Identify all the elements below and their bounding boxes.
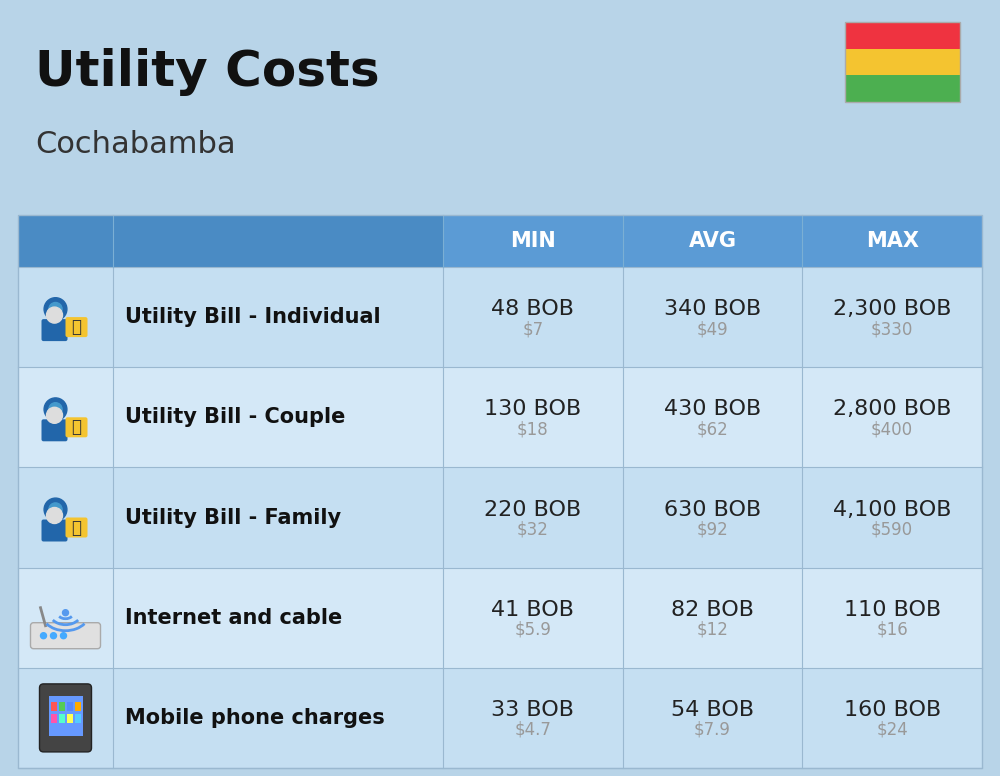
Text: 82 BOB: 82 BOB xyxy=(671,600,754,620)
Text: ⎓: ⎓ xyxy=(72,418,82,436)
Bar xyxy=(18,215,982,267)
Text: $330: $330 xyxy=(871,320,913,338)
Bar xyxy=(18,467,982,567)
Bar xyxy=(50,714,56,723)
Bar xyxy=(18,267,982,367)
Bar xyxy=(18,367,982,467)
Bar xyxy=(845,22,960,102)
FancyBboxPatch shape xyxy=(40,684,92,752)
Text: 130 BOB: 130 BOB xyxy=(484,400,581,419)
Circle shape xyxy=(49,403,62,416)
FancyBboxPatch shape xyxy=(66,317,88,337)
FancyBboxPatch shape xyxy=(42,319,68,341)
Text: $12: $12 xyxy=(697,621,728,639)
Text: 41 BOB: 41 BOB xyxy=(491,600,574,620)
FancyBboxPatch shape xyxy=(42,519,68,542)
Bar xyxy=(845,75,960,102)
Circle shape xyxy=(60,632,66,639)
Bar xyxy=(58,702,64,711)
Bar xyxy=(50,702,56,711)
Text: 110 BOB: 110 BOB xyxy=(844,600,941,620)
Text: Utility Bill - Individual: Utility Bill - Individual xyxy=(125,307,381,327)
Text: MIN: MIN xyxy=(510,231,556,251)
Text: $92: $92 xyxy=(697,521,728,539)
Text: 630 BOB: 630 BOB xyxy=(664,500,761,519)
FancyBboxPatch shape xyxy=(66,518,88,538)
Bar xyxy=(845,22,960,49)
Circle shape xyxy=(49,503,62,516)
Text: 54 BOB: 54 BOB xyxy=(671,700,754,720)
Text: Mobile phone charges: Mobile phone charges xyxy=(125,708,385,728)
Circle shape xyxy=(46,407,62,423)
Bar xyxy=(18,567,982,668)
Text: $5.9: $5.9 xyxy=(514,621,551,639)
Circle shape xyxy=(46,508,62,524)
Text: 220 BOB: 220 BOB xyxy=(484,500,581,519)
Text: $49: $49 xyxy=(697,320,728,338)
FancyBboxPatch shape xyxy=(42,419,68,442)
Circle shape xyxy=(44,398,67,421)
Text: $24: $24 xyxy=(876,721,908,739)
Text: $7.9: $7.9 xyxy=(694,721,731,739)
Bar xyxy=(66,714,72,723)
Text: AVG: AVG xyxy=(688,231,736,251)
Text: 340 BOB: 340 BOB xyxy=(664,299,761,319)
Bar xyxy=(18,215,982,768)
Text: $62: $62 xyxy=(697,421,728,438)
Bar xyxy=(18,668,982,768)
Bar xyxy=(18,215,443,267)
Text: 48 BOB: 48 BOB xyxy=(491,299,574,319)
Text: $16: $16 xyxy=(876,621,908,639)
Text: $4.7: $4.7 xyxy=(514,721,551,739)
Bar xyxy=(845,49,960,75)
Bar xyxy=(66,702,72,711)
Text: 160 BOB: 160 BOB xyxy=(844,700,941,720)
Bar xyxy=(48,696,82,736)
Text: Internet and cable: Internet and cable xyxy=(125,608,342,628)
Circle shape xyxy=(49,303,62,316)
Text: $590: $590 xyxy=(871,521,913,539)
Text: $18: $18 xyxy=(517,421,549,438)
Circle shape xyxy=(50,632,56,639)
Bar xyxy=(74,702,80,711)
Text: MAX: MAX xyxy=(866,231,919,251)
Circle shape xyxy=(46,307,62,323)
Text: 2,800 BOB: 2,800 BOB xyxy=(833,400,951,419)
Circle shape xyxy=(40,632,46,639)
Text: 33 BOB: 33 BOB xyxy=(491,700,574,720)
FancyBboxPatch shape xyxy=(30,622,100,649)
FancyBboxPatch shape xyxy=(66,417,88,438)
Bar xyxy=(74,714,80,723)
Text: Utility Bill - Couple: Utility Bill - Couple xyxy=(125,407,345,428)
Circle shape xyxy=(44,298,67,320)
Text: ⎓: ⎓ xyxy=(72,518,82,536)
Text: $7: $7 xyxy=(522,320,543,338)
Circle shape xyxy=(62,610,68,615)
Text: 2,300 BOB: 2,300 BOB xyxy=(833,299,951,319)
Text: $400: $400 xyxy=(871,421,913,438)
Text: 430 BOB: 430 BOB xyxy=(664,400,761,419)
Text: $32: $32 xyxy=(517,521,549,539)
Text: 4,100 BOB: 4,100 BOB xyxy=(833,500,951,519)
Text: Cochabamba: Cochabamba xyxy=(35,130,236,159)
Text: Utility Bill - Family: Utility Bill - Family xyxy=(125,508,341,528)
Circle shape xyxy=(44,498,67,521)
Bar xyxy=(58,714,64,723)
Text: Utility Costs: Utility Costs xyxy=(35,48,380,96)
Text: ⎓: ⎓ xyxy=(72,318,82,336)
